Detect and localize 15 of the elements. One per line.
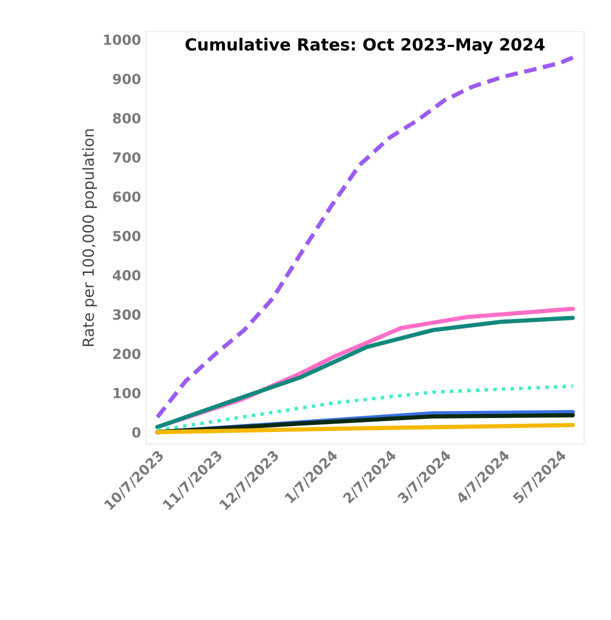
y-tick-label: 900 — [112, 74, 141, 84]
y-tick-label: 300 — [113, 309, 141, 320]
y-tick-label: 0 — [132, 427, 141, 438]
y-tick-label: 800 — [113, 112, 141, 124]
y-tick-label: 600 — [113, 192, 141, 202]
y-tick-label: 1000 — [104, 34, 141, 45]
line-series — [156, 384, 575, 432]
line-series — [155, 55, 575, 420]
y-tick-label: 700 — [113, 152, 141, 163]
y-tick-label: 400 — [112, 270, 141, 281]
chart-title: Cumulative Rates: Oct 2023–May 2024 — [186, 38, 545, 54]
y-axis-title: Rate per 100,000 population — [82, 129, 97, 346]
y-tick-label: 500 — [113, 230, 141, 242]
y-tick-label: 200 — [113, 348, 141, 360]
y-tick-label: 100 — [114, 388, 141, 398]
